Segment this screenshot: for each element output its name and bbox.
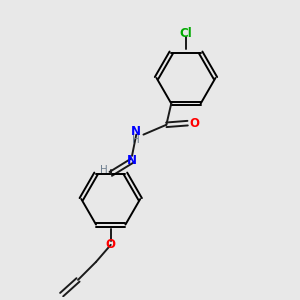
Text: O: O — [106, 238, 116, 251]
Text: H: H — [132, 136, 140, 146]
Text: N: N — [131, 125, 141, 139]
Text: H: H — [100, 165, 107, 175]
Text: O: O — [189, 117, 199, 130]
Text: Cl: Cl — [180, 27, 192, 40]
Text: N: N — [127, 154, 137, 167]
